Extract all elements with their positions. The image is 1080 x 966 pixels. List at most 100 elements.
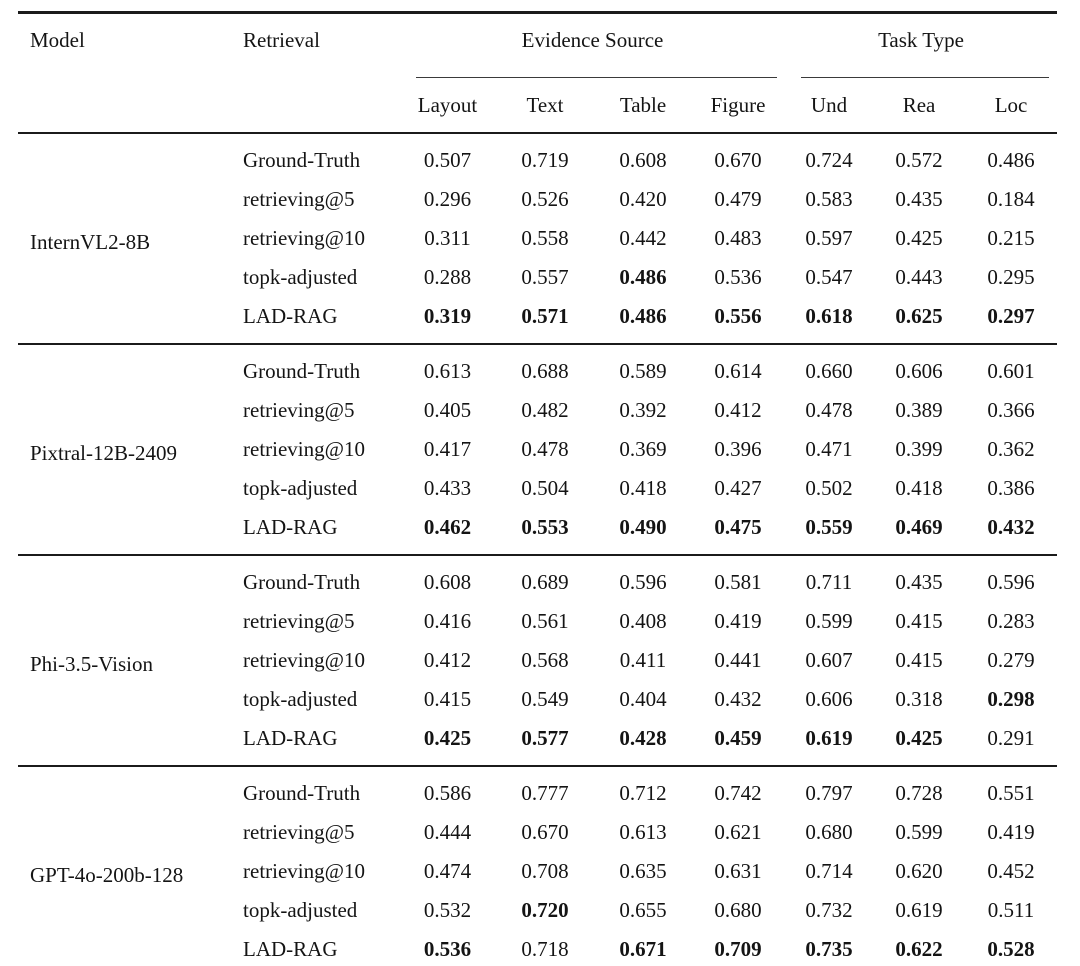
metric-cell: 0.425 (895, 726, 943, 750)
model-block: GPT-4o-200b-128 Ground-Truth 0.586 0.777 0.7… (18, 766, 1058, 966)
metric-cell: 0.295 (987, 265, 1035, 289)
metric-cell: 0.412 (423, 648, 472, 672)
table-row: LAD-RAG 0.425 0.577 0.428 0.459 0.619 0.425 0.2… (18, 719, 1057, 766)
col-header-retrieval: Retrieval (243, 28, 320, 52)
metric-cell: 0.619 (895, 898, 943, 922)
metric-cell: 0.462 (423, 515, 472, 539)
results-table: Model Retrieval Evidence Source Task Typ… (18, 11, 1058, 966)
metric-cell: 0.536 (423, 937, 472, 961)
col-header-rea: Rea (902, 92, 936, 117)
metric-cell: 0.418 (619, 476, 667, 500)
group-header-row: Model Retrieval Evidence Source Task Typ… (18, 13, 1057, 78)
group-label: Evidence Source (521, 28, 664, 52)
metric-cell: 0.288 (423, 265, 472, 289)
metric-cell: 0.425 (423, 726, 472, 750)
metric-cell: 0.279 (987, 648, 1035, 672)
metric-cell: 0.526 (521, 187, 569, 211)
retrieval-method: LAD-RAG (243, 304, 338, 328)
metric-cell: 0.475 (714, 515, 762, 539)
metric-cell: 0.478 (521, 437, 569, 461)
metric-cell: 0.392 (619, 398, 667, 422)
metric-cell: 0.415 (423, 687, 472, 711)
retrieval-method: LAD-RAG (243, 726, 338, 750)
metric-cell: 0.482 (521, 398, 569, 422)
table-row: topk-adjusted 0.415 0.549 0.404 0.432 0.606 0.… (18, 680, 1057, 719)
table-row: retrieving@5 0.296 0.526 0.420 0.479 0.583 0.4… (18, 180, 1057, 219)
metric-cell: 0.486 (987, 148, 1035, 172)
metric-cell: 0.428 (619, 726, 667, 750)
metric-cell: 0.608 (619, 148, 667, 172)
metric-cell: 0.366 (987, 398, 1035, 422)
table-row: GPT-4o-200b-128 Ground-Truth 0.586 0.777 0.7… (18, 766, 1057, 887)
metric-cell: 0.719 (521, 148, 569, 172)
retrieval-method: topk-adjusted (243, 476, 358, 500)
group-header-task-type: Task Type (785, 13, 1057, 78)
metric-cell: 0.599 (895, 820, 943, 844)
metric-cell: 0.419 (987, 820, 1035, 844)
metric-cell: 0.532 (423, 898, 472, 922)
metric-cell: 0.689 (521, 570, 569, 594)
col-header-model: Model (30, 28, 85, 52)
metric-cell: 0.404 (619, 687, 667, 711)
retrieval-method: Ground-Truth (243, 359, 361, 383)
retrieval-method: topk-adjusted (243, 898, 358, 922)
retrieval-method: retrieving@10 (243, 437, 365, 461)
table-row: retrieving@5 0.444 0.670 0.613 0.621 0.680 0.5… (18, 813, 1057, 852)
metric-cell: 0.558 (521, 226, 569, 250)
metric-cell: 0.735 (805, 937, 853, 961)
metric-cell: 0.420 (619, 187, 667, 211)
metric-cell: 0.556 (714, 304, 762, 328)
metric-cell: 0.536 (714, 265, 762, 289)
table-row: retrieving@10 0.311 0.558 0.442 0.483 0.597 0.… (18, 219, 1057, 258)
table-row: LAD-RAG 0.319 0.571 0.486 0.556 0.618 0.625 0.2… (18, 297, 1057, 344)
retrieval-method: retrieving@5 (243, 609, 355, 633)
table-row: topk-adjusted 0.433 0.504 0.418 0.427 0.502 0.… (18, 469, 1057, 508)
metric-cell: 0.416 (423, 609, 472, 633)
metric-cell: 0.408 (619, 609, 667, 633)
table-header: Model Retrieval Evidence Source Task Typ… (18, 13, 1058, 133)
table-row: InternVL2-8B Ground-Truth 0.507 0.719 0.608 0… (18, 133, 1057, 254)
metric-cell: 0.557 (521, 265, 569, 289)
metric-cell: 0.311 (424, 226, 471, 250)
metric-cell: 0.318 (895, 687, 943, 711)
table-row: retrieving@10 0.474 0.708 0.635 0.631 0.714 0.… (18, 852, 1057, 891)
metric-cell: 0.596 (619, 570, 667, 594)
metric-cell: 0.435 (895, 570, 943, 594)
metric-cell: 0.369 (619, 437, 667, 461)
table-row: retrieving@5 0.416 0.561 0.408 0.419 0.599 0.4… (18, 602, 1057, 641)
model-name: Phi-3.5-Vision (30, 651, 153, 676)
metric-cell: 0.459 (714, 726, 762, 750)
metric-cell: 0.709 (714, 937, 762, 961)
metric-cell: 0.425 (895, 226, 943, 250)
retrieval-method: topk-adjusted (243, 265, 358, 289)
metric-cell: 0.443 (895, 265, 943, 289)
metric-cell: 0.551 (987, 781, 1035, 805)
metric-cell: 0.597 (805, 226, 853, 250)
metric-cell: 0.471 (805, 437, 853, 461)
metric-cell: 0.620 (895, 859, 943, 883)
metric-cell: 0.670 (521, 820, 569, 844)
metric-cell: 0.490 (619, 515, 667, 539)
metric-cell: 0.291 (987, 726, 1035, 750)
col-header-text: Text (526, 92, 564, 117)
metric-cell: 0.586 (423, 781, 472, 805)
retrieval-method: LAD-RAG (243, 937, 338, 961)
metric-cell: 0.660 (805, 359, 853, 383)
metric-cell: 0.777 (521, 781, 569, 805)
metric-cell: 0.442 (619, 226, 667, 250)
retrieval-method: topk-adjusted (243, 687, 358, 711)
metric-cell: 0.572 (895, 148, 943, 172)
model-block: InternVL2-8B Ground-Truth 0.507 0.719 0.608 0… (18, 133, 1057, 344)
table-row: LAD-RAG 0.462 0.553 0.490 0.475 0.559 0.469 0.4… (18, 508, 1057, 555)
column-header-row: Layout Text Table Figure Und Rea Loc (18, 78, 1057, 133)
metric-cell: 0.298 (987, 687, 1035, 711)
metric-cell: 0.478 (805, 398, 853, 422)
metric-cell: 0.511 (987, 898, 1035, 922)
metric-cell: 0.655 (619, 898, 667, 922)
metric-cell: 0.433 (423, 476, 472, 500)
table-row: Phi-3.5-Vision Ground-Truth 0.608 0.689 0.59… (18, 555, 1057, 676)
metric-cell: 0.215 (987, 226, 1035, 250)
table-row: retrieving@10 0.417 0.478 0.369 0.396 0.471 0.… (18, 430, 1057, 469)
retrieval-method: Ground-Truth (243, 148, 361, 172)
metric-cell: 0.621 (714, 820, 762, 844)
